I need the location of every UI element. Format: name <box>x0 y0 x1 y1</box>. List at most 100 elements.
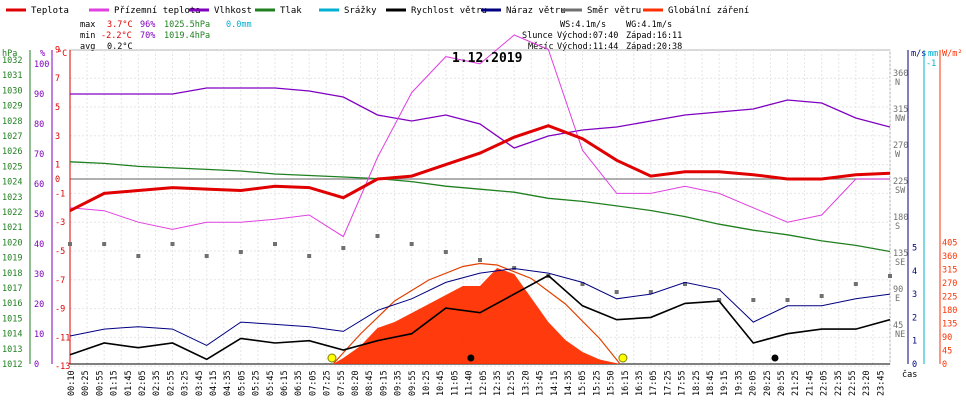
hpa-tick-label: 1015 <box>2 314 22 324</box>
stat-max-label: max <box>80 20 95 30</box>
time-tick-label: 02:05 <box>138 370 148 396</box>
hpa-tick-label: 1013 <box>2 345 22 355</box>
time-tick-label: 13:20 <box>521 370 531 396</box>
pct-tick-label: 30 <box>34 270 44 280</box>
time-tick-label: 04:35 <box>223 370 233 396</box>
c-tick-label: -5 <box>55 247 65 257</box>
pct-tick-label: 60 <box>34 180 44 190</box>
ms-tick-label: 3 <box>912 290 917 300</box>
dir-tick-label: NE <box>895 330 905 340</box>
ms-tick-label: 1 <box>912 337 917 347</box>
hpa-tick-label: 1012 <box>2 360 22 370</box>
hpa-tick-label: 1018 <box>2 269 22 279</box>
c-tick-label: 1 <box>55 161 60 171</box>
hpa-tick-label: 1017 <box>2 284 22 294</box>
dir-tick-label: 90 <box>893 285 903 295</box>
pct-tick-label: 80 <box>34 120 44 130</box>
time-tick-label: 00:55 <box>95 370 105 396</box>
mm-unit-label: mm <box>928 49 938 59</box>
chart-title: 1.12.2019 <box>452 51 522 66</box>
c-tick-label: -9 <box>55 305 65 315</box>
time-tick-label: 23:20 <box>862 370 872 396</box>
hpa-tick-label: 1016 <box>2 299 22 309</box>
dir-tick-label: W <box>895 150 901 160</box>
dir-tick-label: 180 <box>893 213 908 223</box>
c-unit-label: °C <box>57 49 67 59</box>
legend-label: Tlak <box>280 6 302 16</box>
series-global-radiation <box>333 268 621 364</box>
dir-tick-label: 45 <box>893 321 903 331</box>
time-tick-label: 07:55 <box>337 370 347 396</box>
dir-tick-label: 135 <box>893 249 908 259</box>
legend-label: Rychlost větru <box>411 6 487 16</box>
hpa-tick-label: 1028 <box>2 117 22 127</box>
pct-tick-label: 10 <box>34 330 44 340</box>
dir-tick-label: SW <box>895 186 906 196</box>
time-tick-label: 16:35 <box>635 370 645 396</box>
time-tick-label: 09:15 <box>379 370 389 396</box>
hpa-unit-label: hPa <box>2 49 17 59</box>
series-pressure <box>69 161 891 253</box>
wind-direction-point <box>853 282 858 286</box>
pct-tick-label: 90 <box>34 90 44 100</box>
wind-direction-point <box>888 274 892 278</box>
stat-sun-rise: Východ:07:40 <box>557 31 618 41</box>
c-tick-label: 9 <box>55 45 60 55</box>
time-tick-label: 20:25 <box>763 370 773 396</box>
sun-moon-markers <box>327 353 779 363</box>
hpa-tick-label: 1022 <box>2 208 22 218</box>
wind-direction-point <box>785 298 790 302</box>
time-tick-label: 21:45 <box>805 370 815 396</box>
sun-marker <box>327 353 337 363</box>
c-tick-label: -1 <box>55 189 65 199</box>
moon-marker <box>771 354 779 362</box>
stat-max-rain: 0.0mm <box>226 20 252 30</box>
time-tick-label: 02:55 <box>166 370 176 396</box>
stat-min-press: 1019.4hPa <box>164 31 210 41</box>
time-tick-label: 20:55 <box>777 370 787 396</box>
moon-marker <box>467 354 475 362</box>
legend-label: Globální záření <box>668 6 749 16</box>
dir-tick-label: 315 <box>893 105 908 115</box>
c-tick-label: 7 <box>55 74 60 84</box>
wind-direction-point <box>683 282 687 286</box>
time-tick-label: 14:35 <box>564 370 574 396</box>
series <box>68 34 892 365</box>
dir-tick-label: SE <box>895 258 905 268</box>
time-tick-label: 08:45 <box>365 370 375 396</box>
wind-direction-point <box>307 254 312 258</box>
ms-tick-label: 4 <box>912 267 917 277</box>
time-tick-label: 17:25 <box>663 370 673 396</box>
wind-direction-point <box>136 254 141 258</box>
series-ground-temperature <box>69 34 890 238</box>
time-tick-label: 07:05 <box>308 370 318 396</box>
stat-min-temp: -2.2°C <box>101 31 132 41</box>
hpa-tick-label: 1020 <box>2 238 22 248</box>
dir-tick-label: 360 <box>893 69 908 79</box>
legend-label: Směr větru <box>587 6 641 16</box>
dir-tick-label: N <box>895 78 900 88</box>
c-tick-label: -13 <box>55 362 70 372</box>
pct-unit-label: % <box>40 49 45 59</box>
dir-tick-label: 270 <box>893 141 908 151</box>
stat-moon-label: Měsíc <box>528 42 554 52</box>
time-tick-label: 09:55 <box>408 370 418 396</box>
time-tick-label: 17:55 <box>678 370 688 396</box>
ms-tick-label: 5 <box>912 244 917 254</box>
wind-direction-point <box>751 298 756 302</box>
sun-marker <box>618 353 628 363</box>
dir-tick-label: 225 <box>893 177 908 187</box>
stat-moon-rise: Východ:11:44 <box>557 42 618 52</box>
legend: Teplota Přízemní teplota Vlhkost Tlak Srážky… <box>6 6 749 16</box>
stat-min-label: min <box>80 31 95 41</box>
stat-min-hum: 70% <box>140 31 155 41</box>
wind-direction-point <box>443 250 448 254</box>
time-tick-label: 15:05 <box>578 370 588 396</box>
legend-label: Vlhkost <box>214 6 252 16</box>
stat-avg-temp: 0.2°C <box>107 42 133 52</box>
time-tick-label: 09:35 <box>394 370 404 396</box>
time-tick-label: 10:45 <box>436 370 446 396</box>
wind-direction-point <box>102 242 107 246</box>
time-tick-label: 16:15 <box>621 370 631 396</box>
